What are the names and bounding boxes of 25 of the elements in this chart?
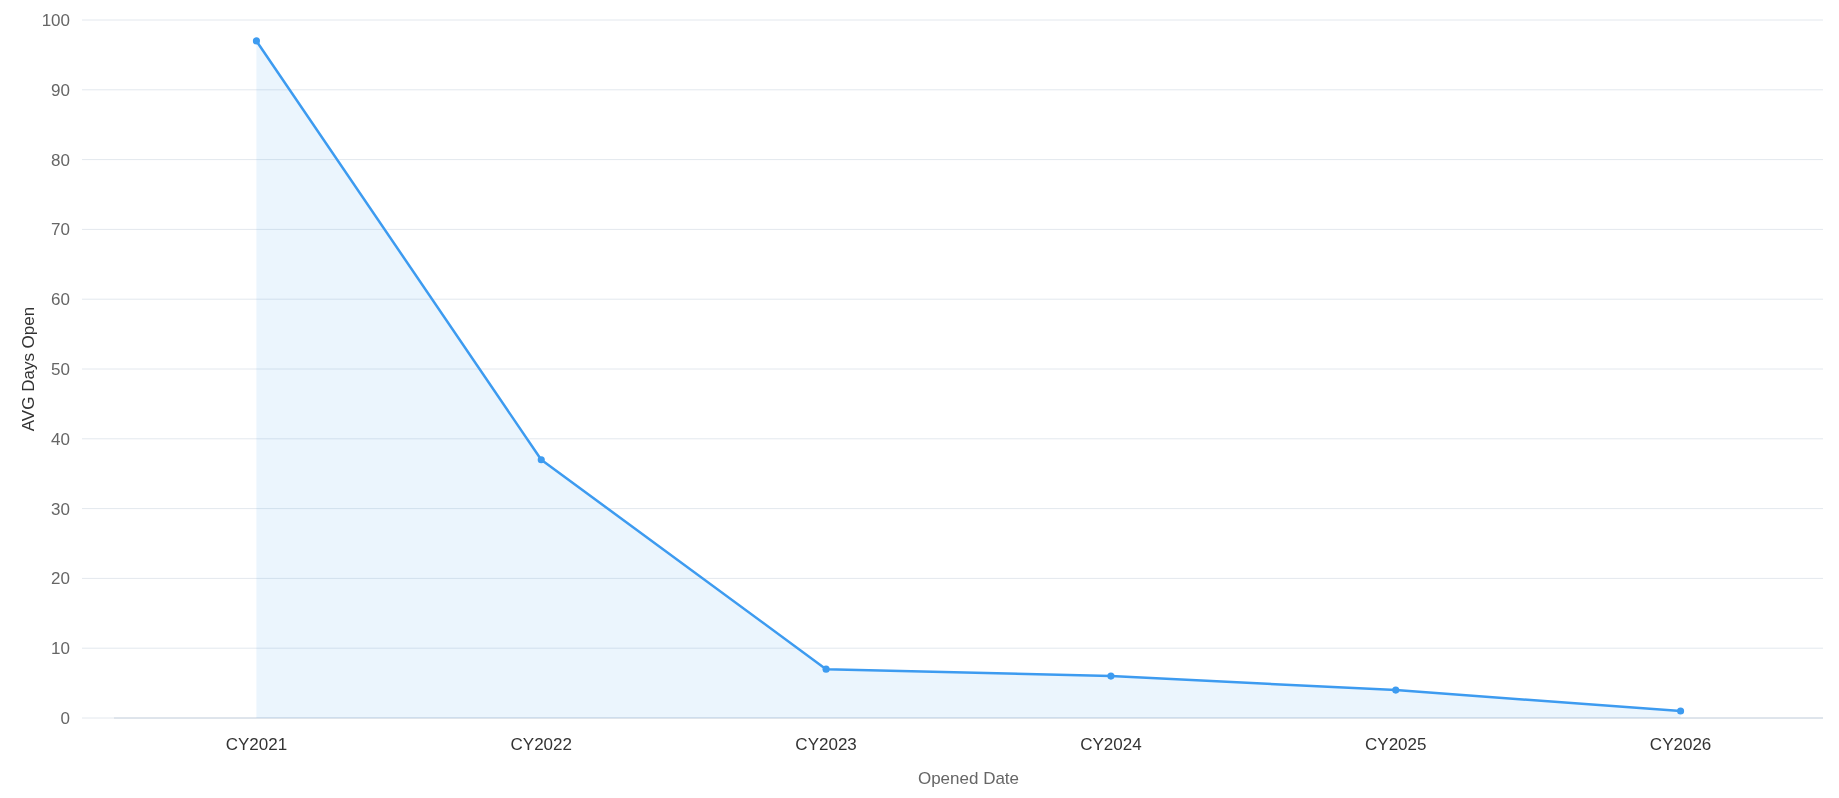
point (1677, 707, 1685, 715)
point (252, 37, 260, 45)
y-axis-title: AVG Days Open (19, 306, 38, 432)
point (1392, 686, 1400, 694)
y-tick-label: 70 (51, 220, 70, 240)
y-tick-label: 10 (51, 639, 70, 659)
y-tick-label: 80 (51, 150, 70, 170)
y-tick-label: 30 (51, 499, 70, 519)
x-tick-label: CY2026 (1649, 735, 1712, 754)
point (822, 665, 830, 673)
y-tick-label: 20 (51, 569, 70, 589)
x-tick-label: CY2025 (1365, 735, 1427, 754)
x-tick-label: CY2021 (225, 735, 288, 754)
y-tick-label: 60 (51, 290, 70, 310)
x-tick-label: CY2022 (510, 735, 572, 754)
y-tick-label: 50 (51, 359, 70, 379)
y-tick-label: 90 (51, 80, 70, 100)
y-tick-label: 40 (51, 429, 70, 449)
y-tick-label: 0 (60, 708, 70, 728)
point (1107, 672, 1115, 680)
x-tick-label: CY2024 (1080, 735, 1142, 754)
x-tick-label: CY2023 (795, 735, 857, 754)
x-axis-title: Opened Date (917, 769, 1020, 788)
point (537, 456, 545, 464)
y-tick-label: 100 (41, 10, 70, 30)
